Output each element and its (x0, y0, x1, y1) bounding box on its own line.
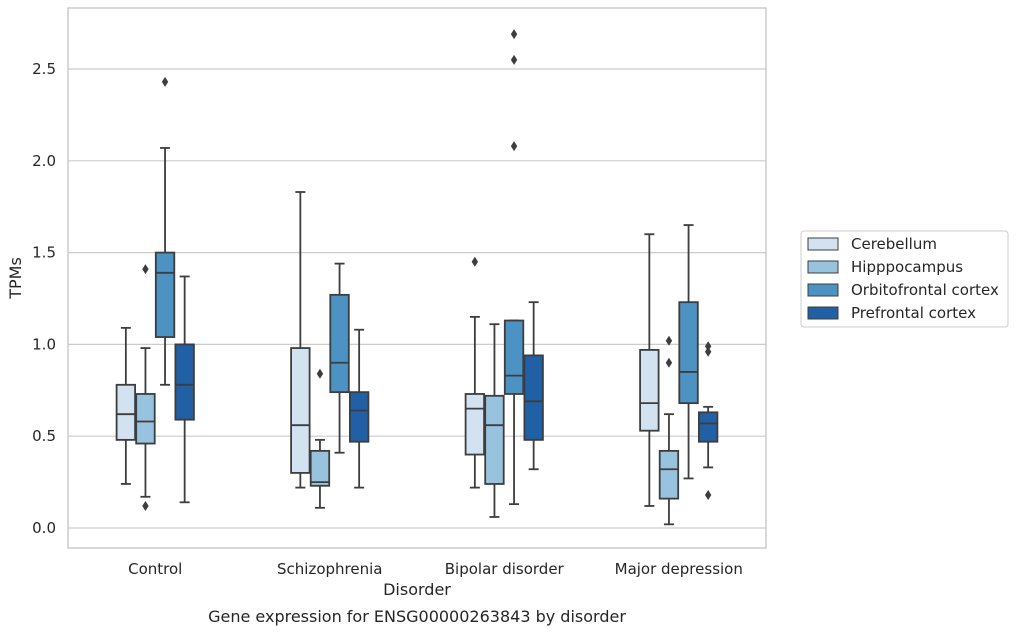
box-hipppocampus (135, 264, 156, 511)
outlier-point (471, 256, 479, 267)
plot-frame (67, 7, 767, 549)
box-hipppocampus (658, 335, 680, 526)
outlier-point (704, 346, 712, 357)
x-tick-label: Schizophrenia (277, 560, 382, 578)
box-body (154, 251, 176, 338)
legend-swatch (807, 237, 839, 251)
y-tick-label: 0.5 (32, 427, 56, 445)
legend-entry: Cerebellum (851, 235, 937, 253)
legend-entry: Prefrontal cortex (851, 304, 976, 322)
outlier-point (665, 357, 673, 368)
y-tick-label: 0.0 (32, 519, 56, 537)
box-orbitofrontal-cortex (678, 224, 699, 480)
y-axis-label: TPMs (6, 257, 25, 300)
box-body (115, 383, 136, 441)
box-prefrontal-cortex (174, 275, 195, 504)
box-body (174, 343, 195, 421)
box-body (523, 354, 544, 441)
box-cerebellum (464, 256, 486, 489)
y-tick-label: 1.0 (32, 335, 56, 353)
box-prefrontal-cortex (698, 341, 719, 500)
outlier-point (510, 54, 518, 65)
box-prefrontal-cortex (523, 301, 544, 471)
box-prefrontal-cortex (348, 328, 370, 489)
box-body (464, 393, 486, 456)
legend-swatch (807, 283, 839, 297)
box-body (639, 349, 660, 432)
outlier-point (142, 500, 149, 511)
x-tick-labels: Control Schizophrenia Bipolar disorder Majo… (128, 560, 743, 578)
y-tick-label: 1.5 (32, 244, 56, 262)
y-tick-label: 2.0 (32, 152, 56, 170)
outlier-point (704, 341, 712, 352)
outlier-point (665, 335, 673, 346)
y-tick-label: 2.5 (32, 60, 56, 78)
outlier-point (142, 264, 149, 275)
box-body (135, 393, 156, 445)
x-tick-label: Bipolar disorder (445, 560, 565, 578)
box-cerebellum (639, 233, 660, 507)
legend: Cerebellum Hipppocampus Orbitofrontal cort… (800, 230, 1009, 328)
box-body (658, 449, 680, 500)
legend-entry: Hipppocampus (851, 258, 963, 276)
box-groups (115, 29, 719, 526)
box-body (329, 293, 350, 394)
box-hipppocampus (484, 323, 505, 518)
box-cerebellum (290, 191, 311, 489)
box-body (290, 347, 311, 474)
outlier-point (161, 76, 169, 87)
box-body (484, 394, 505, 485)
box-orbitofrontal-cortex (154, 76, 176, 386)
x-axis-label: Disorder (383, 580, 451, 599)
box-orbitofrontal-cortex (329, 262, 350, 454)
chart-title: Gene expression for ENSG00000263843 by d… (208, 607, 626, 626)
y-tick-labels: 0.0 0.5 1.0 1.5 2.0 2.5 (32, 60, 56, 537)
box-cerebellum (115, 326, 136, 485)
outlier-point (510, 29, 518, 40)
outlier-point (316, 368, 324, 379)
legend-swatch (807, 260, 839, 274)
x-tick-label: Major depression (615, 560, 743, 578)
outlier-point (704, 489, 712, 500)
box-body (348, 391, 370, 443)
box-body (309, 449, 331, 487)
box-body (503, 319, 525, 395)
legend-swatch (807, 306, 839, 320)
x-tick-label: Control (128, 560, 182, 578)
box-hipppocampus (309, 368, 331, 509)
box-orbitofrontal-cortex (503, 29, 525, 506)
legend-entry: Orbitofrontal cortex (851, 281, 999, 299)
outlier-point (510, 141, 518, 152)
box-body (678, 301, 699, 405)
box-body (698, 411, 719, 443)
legend-frame (800, 230, 1009, 328)
